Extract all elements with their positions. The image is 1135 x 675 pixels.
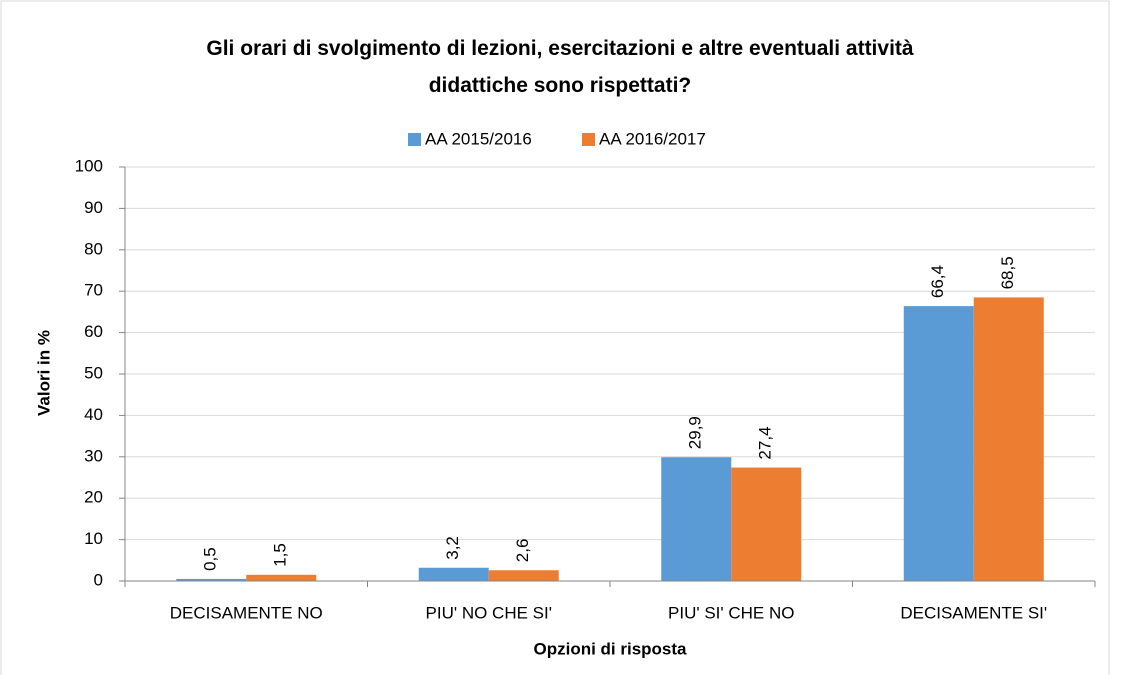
value-label: 27,4	[756, 426, 775, 459]
y-tick-label: 30	[84, 446, 103, 465]
bar	[418, 567, 489, 581]
value-label: 68,5	[998, 256, 1017, 289]
y-tick-label: 90	[84, 198, 103, 217]
bar	[661, 457, 732, 581]
legend-swatch	[582, 133, 595, 146]
y-tick-label: 20	[84, 488, 103, 507]
value-label: 1,5	[271, 543, 290, 567]
value-label: 2,6	[513, 539, 532, 563]
bar	[731, 467, 802, 581]
bar	[903, 306, 974, 581]
x-axis-label: Opzioni di risposta	[533, 639, 687, 658]
y-tick-label: 70	[84, 281, 103, 300]
y-tick-label: 40	[84, 405, 103, 424]
x-tick-label: DECISAMENTE SI'	[900, 603, 1047, 622]
x-tick-label: DECISAMENTE NO	[170, 603, 323, 622]
chart-border	[0, 0, 1110, 675]
value-label: 29,9	[686, 416, 705, 449]
y-tick-label: 60	[84, 322, 103, 341]
x-tick-label: PIU' NO CHE SI'	[426, 603, 552, 622]
x-tick-label: PIU' SI' CHE NO	[668, 603, 794, 622]
y-tick-label: 50	[84, 363, 103, 382]
legend-label: AA 2016/2017	[599, 129, 706, 148]
legend-swatch	[408, 133, 421, 146]
bar	[176, 578, 247, 581]
y-axis-label: Valori in %	[34, 330, 53, 416]
value-label: 0,5	[201, 547, 220, 571]
y-tick-label: 0	[94, 570, 103, 589]
bar	[488, 570, 559, 581]
y-tick-label: 10	[84, 529, 103, 548]
chart-title: Gli orari di svolgimento di lezioni, ese…	[206, 37, 914, 97]
y-tick-label: 100	[75, 156, 103, 175]
y-tick-label: 80	[84, 239, 103, 258]
bar	[973, 297, 1044, 581]
value-label: 66,4	[928, 265, 947, 298]
value-label: 3,2	[443, 536, 462, 560]
legend-label: AA 2015/2016	[425, 129, 532, 148]
bar	[246, 574, 317, 581]
